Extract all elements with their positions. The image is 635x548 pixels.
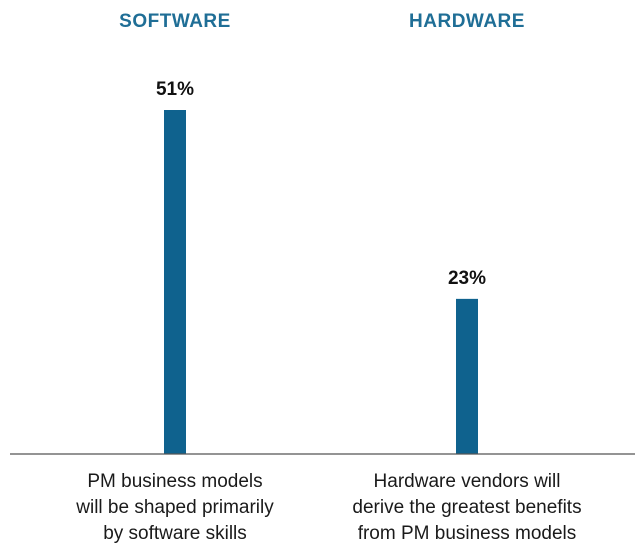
category-header-software: SOFTWARE	[119, 11, 231, 32]
category-description-line: PM business models	[87, 471, 262, 492]
category-description-line: by software skills	[103, 523, 247, 544]
bar-hardware	[456, 298, 478, 454]
data-label-hardware: 23%	[448, 268, 486, 289]
category-description-line: from PM business models	[358, 523, 577, 544]
category-description-software: PM business models will be shaped primari…	[75, 471, 274, 544]
category-descriptions: PM business models will be shaped primari…	[75, 471, 581, 544]
category-headers: SOFTWARE HARDWARE	[119, 11, 525, 32]
category-header-hardware: HARDWARE	[409, 11, 525, 32]
category-description-line: will be shaped primarily	[75, 497, 274, 518]
category-description-hardware: Hardware vendors will derive the greatest…	[352, 471, 581, 544]
category-description-line: Hardware vendors will	[374, 471, 561, 492]
data-label-software: 51%	[156, 79, 194, 100]
bar-software	[164, 110, 186, 454]
data-labels: 51% 23%	[156, 79, 486, 289]
bars	[164, 110, 478, 454]
category-description-line: derive the greatest benefits	[352, 497, 581, 518]
